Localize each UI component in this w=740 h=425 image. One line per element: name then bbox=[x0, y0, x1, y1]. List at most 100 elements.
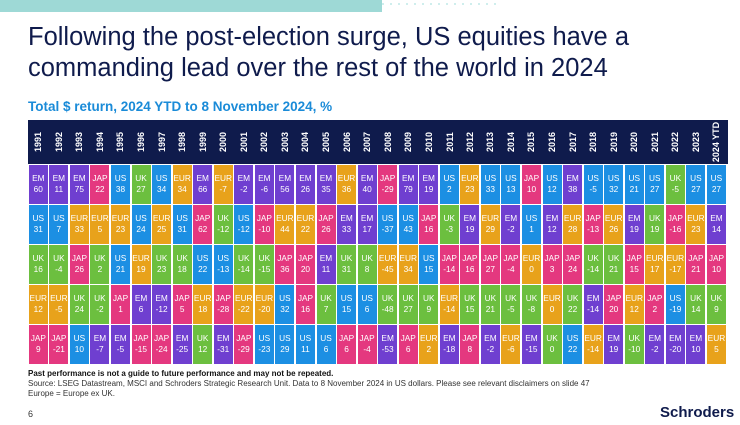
return-value: 19 bbox=[650, 223, 660, 234]
return-value: -2 bbox=[486, 344, 495, 355]
return-value: 12 bbox=[198, 344, 208, 355]
rank-cell: UK -14 bbox=[234, 245, 254, 284]
return-value: 18 bbox=[198, 304, 208, 315]
rank-cell: US 7 bbox=[49, 204, 69, 244]
region-label: US bbox=[196, 253, 209, 263]
rank-cell: JAP 27 bbox=[480, 245, 500, 284]
return-value: 31 bbox=[33, 223, 43, 234]
rank-cell: JAP -29 bbox=[378, 164, 398, 204]
return-value: 0 bbox=[549, 344, 555, 355]
region-label: EM bbox=[484, 333, 497, 344]
region-label: EM bbox=[648, 333, 662, 344]
region-label: JAP bbox=[297, 253, 314, 263]
return-value: 6 bbox=[344, 344, 349, 355]
region-label: US bbox=[238, 212, 250, 223]
rank-cell: EM 35 bbox=[316, 164, 336, 204]
return-value: 0 bbox=[529, 264, 534, 274]
year-header: 2009 bbox=[398, 120, 418, 164]
rank-cell: US -13 bbox=[213, 245, 233, 284]
rank-cell: UK -4 bbox=[49, 245, 69, 284]
region-label: US bbox=[32, 212, 45, 223]
region-label: EUR bbox=[255, 293, 274, 304]
rank-cell: JAP 16 bbox=[460, 245, 480, 284]
region-label: UK bbox=[381, 293, 394, 304]
year-label: 1997 bbox=[156, 131, 167, 153]
return-value: -13 bbox=[217, 264, 230, 274]
return-value: -31 bbox=[217, 344, 230, 355]
page-number: 6 bbox=[28, 409, 34, 419]
region-label: EM bbox=[93, 333, 107, 344]
year-label: 1996 bbox=[136, 131, 147, 153]
rank-cell: JAP 16 bbox=[295, 285, 315, 325]
rank-cell: EM 38 bbox=[563, 164, 583, 204]
year-label: 2022 bbox=[670, 131, 681, 153]
rank-cell: EM 10 bbox=[686, 325, 706, 365]
rank-cell: EM 11 bbox=[316, 245, 336, 284]
return-value: 26 bbox=[300, 183, 311, 194]
year-label: 1993 bbox=[74, 131, 85, 153]
rank-cell: UK 21 bbox=[604, 245, 624, 284]
return-value: -4 bbox=[363, 344, 371, 355]
region-label: UK bbox=[710, 293, 723, 304]
rank-cell: EM -7 bbox=[90, 325, 110, 365]
return-value: 19 bbox=[609, 344, 619, 355]
return-value: 66 bbox=[198, 183, 208, 194]
rank-cell: US -19 bbox=[665, 285, 685, 325]
year-header: 2002 bbox=[254, 120, 274, 164]
rank-cell: US 12 bbox=[542, 164, 562, 204]
rank-cell: EUR 5 bbox=[706, 325, 726, 365]
region-label: US bbox=[402, 212, 414, 223]
return-value: 10 bbox=[691, 344, 701, 355]
return-value: 22 bbox=[567, 304, 578, 315]
year-label: 2011 bbox=[444, 132, 455, 152]
region-label: EUR bbox=[235, 293, 253, 304]
region-label: JAP bbox=[133, 333, 149, 344]
rank-cell: EM 56 bbox=[275, 164, 295, 204]
rank-cell: UK 21 bbox=[480, 285, 500, 325]
year-label: 2023 bbox=[690, 131, 701, 153]
region-label: US bbox=[381, 212, 394, 223]
return-value: 19 bbox=[136, 264, 146, 274]
rank-cell: US -37 bbox=[378, 204, 398, 244]
region-label: EUR bbox=[296, 212, 315, 223]
rank-cell: EM -2 bbox=[480, 325, 500, 365]
rank-cell: JAP 2 bbox=[645, 285, 665, 325]
rank-cell: EM -14 bbox=[583, 285, 603, 325]
return-value: 0 bbox=[549, 304, 555, 315]
rank-cell: EUR 5 bbox=[90, 204, 110, 244]
region-label: UK bbox=[505, 293, 517, 304]
region-label: EM bbox=[73, 172, 86, 183]
rank-cell: UK 9 bbox=[419, 285, 439, 325]
region-label: EUR bbox=[193, 293, 212, 304]
rank-cell: US 10 bbox=[69, 325, 89, 365]
year-header: 2008 bbox=[378, 120, 398, 164]
year-label: 2009 bbox=[403, 131, 414, 153]
return-value: 19 bbox=[465, 223, 475, 234]
year-label: 2024 YTD bbox=[711, 121, 722, 163]
region-label: JAP bbox=[647, 293, 663, 304]
rank-cell: EM 60 bbox=[28, 164, 48, 204]
return-value: 2 bbox=[426, 344, 432, 355]
region-label: UK bbox=[361, 253, 373, 263]
return-value: -8 bbox=[527, 304, 536, 315]
return-value: 23 bbox=[465, 183, 475, 194]
region-label: US bbox=[566, 333, 579, 344]
region-label: JAP bbox=[277, 253, 293, 263]
return-value: 40 bbox=[362, 183, 372, 194]
rank-cell: US 15 bbox=[419, 245, 439, 284]
return-value: 9 bbox=[35, 344, 41, 355]
return-value: -15 bbox=[525, 344, 538, 355]
region-label: EM bbox=[504, 212, 518, 223]
return-value: 11 bbox=[301, 344, 310, 355]
return-value: -48 bbox=[381, 304, 394, 315]
return-value: -5 bbox=[55, 304, 63, 315]
return-value: 27 bbox=[691, 183, 701, 194]
year-label: 1991 bbox=[33, 131, 44, 153]
year-header: 2024 YTD bbox=[706, 120, 726, 164]
region-label: UK bbox=[94, 253, 106, 263]
return-value: -21 bbox=[52, 344, 65, 355]
rank-cell: EUR 44 bbox=[275, 204, 295, 244]
region-label: US bbox=[176, 212, 188, 223]
region-label: JAP bbox=[380, 172, 396, 183]
return-value: 34 bbox=[403, 264, 413, 274]
